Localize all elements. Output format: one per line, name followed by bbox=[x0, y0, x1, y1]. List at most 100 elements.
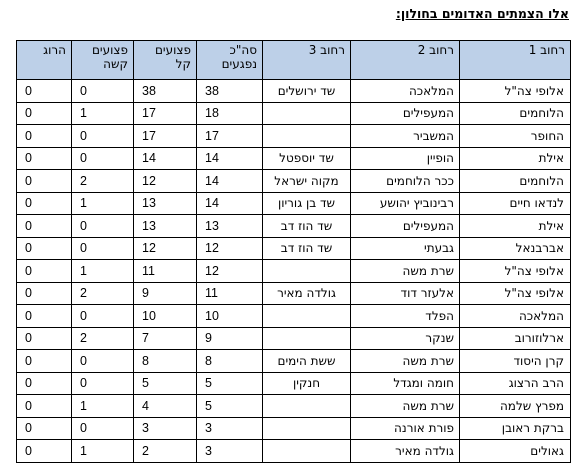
cell-street-3: מקוה ישראל bbox=[262, 169, 351, 193]
cell-street-2: פורת אורנה bbox=[350, 416, 460, 440]
cell-serious-injuries: 0 bbox=[71, 124, 134, 148]
table-row: הלוחמים המעפילים 18 17 1 0 bbox=[16, 101, 571, 125]
cell-serious-injuries: 0 bbox=[71, 371, 134, 395]
cell-street-1: אילת bbox=[459, 146, 571, 170]
table-row: גאולים גולדה מאיר 3 2 1 0 bbox=[16, 439, 571, 463]
cell-street-3: שד הוז דב bbox=[262, 236, 351, 260]
cell-total-casualties: 5 bbox=[196, 371, 263, 395]
cell-killed: 0 bbox=[16, 146, 72, 170]
cell-street-3 bbox=[262, 259, 351, 283]
cell-street-3: גולדה מאיר bbox=[262, 281, 351, 305]
cell-street-1: החופר bbox=[459, 124, 571, 148]
cell-street-2: ככר הלוחמים bbox=[350, 169, 460, 193]
cell-total-casualties: 38 bbox=[196, 79, 263, 103]
table-row: אלופי צה"ל המלאכה שד ירושלים 38 38 0 0 bbox=[16, 79, 571, 103]
cell-serious-injuries: 1 bbox=[71, 191, 134, 215]
cell-street-1: אלופי צה"ל bbox=[459, 281, 571, 305]
cell-serious-injuries: 0 bbox=[71, 146, 134, 170]
table-row: ברקת ראובן פורת אורנה 3 3 0 0 bbox=[16, 416, 571, 440]
cell-street-1: הלוחמים bbox=[459, 101, 571, 125]
cell-light-injuries: 9 bbox=[133, 281, 197, 305]
cell-light-injuries: 13 bbox=[133, 191, 197, 215]
cell-total-casualties: 3 bbox=[196, 416, 263, 440]
cell-serious-injuries: 2 bbox=[71, 169, 134, 193]
table-row: לנדאו חיים רבינוביץ יהושע שד בן גוריון 14 13… bbox=[16, 191, 571, 215]
cell-street-1: הלוחמים bbox=[459, 169, 571, 193]
table-row: אילת המעפילים שד הוז דב 13 13 0 0 bbox=[16, 214, 571, 238]
cell-street-3: ששת הימים bbox=[262, 349, 351, 373]
cell-killed: 0 bbox=[16, 259, 72, 283]
cell-street-2: גבעתי bbox=[350, 236, 460, 260]
cell-street-3 bbox=[262, 439, 351, 463]
cell-street-3 bbox=[262, 101, 351, 125]
table-row: אלופי צה"ל אלעזר דוד גולדה מאיר 11 9 2 0 bbox=[16, 281, 571, 305]
cell-street-2: שרת משה bbox=[350, 259, 460, 283]
cell-killed: 0 bbox=[16, 124, 72, 148]
cell-street-1: אילת bbox=[459, 214, 571, 238]
cell-serious-injuries: 2 bbox=[71, 281, 134, 305]
header-serious-injuries: פצועים קשה bbox=[71, 40, 134, 80]
cell-street-3 bbox=[262, 416, 351, 440]
cell-total-casualties: 14 bbox=[196, 191, 263, 215]
cell-street-2: חומה ומגדל bbox=[350, 371, 460, 395]
table-row: אילת הופיין שד יוספטל 14 14 0 0 bbox=[16, 146, 571, 170]
header-street-2: רחוב 2 bbox=[350, 40, 460, 80]
cell-street-3 bbox=[262, 326, 351, 350]
cell-serious-injuries: 0 bbox=[71, 349, 134, 373]
cell-light-injuries: 8 bbox=[133, 349, 197, 373]
cell-street-1: אברבנאל bbox=[459, 236, 571, 260]
table-row: אברבנאל גבעתי שד הוז דב 12 12 0 0 bbox=[16, 236, 571, 260]
cell-killed: 0 bbox=[16, 326, 72, 350]
cell-light-injuries: 14 bbox=[133, 146, 197, 170]
cell-street-1: גאולים bbox=[459, 439, 571, 463]
cell-serious-injuries: 1 bbox=[71, 439, 134, 463]
cell-light-injuries: 10 bbox=[133, 304, 197, 328]
cell-light-injuries: 3 bbox=[133, 416, 197, 440]
cell-killed: 0 bbox=[16, 79, 72, 103]
header-killed: הרוג bbox=[16, 40, 72, 80]
cell-serious-injuries: 0 bbox=[71, 304, 134, 328]
cell-light-injuries: 17 bbox=[133, 101, 197, 125]
cell-total-casualties: 12 bbox=[196, 236, 263, 260]
cell-street-1: מפרץ שלמה bbox=[459, 394, 571, 418]
cell-total-casualties: 8 bbox=[196, 349, 263, 373]
cell-killed: 0 bbox=[16, 439, 72, 463]
cell-street-1: לנדאו חיים bbox=[459, 191, 571, 215]
cell-street-2: המעפילים bbox=[350, 101, 460, 125]
cell-killed: 0 bbox=[16, 236, 72, 260]
table-row: אלופי צה"ל שרת משה 12 11 1 0 bbox=[16, 259, 571, 283]
cell-street-1: המלאכה bbox=[459, 304, 571, 328]
table-row: המלאכה הפלד 10 10 0 0 bbox=[16, 304, 571, 328]
cell-total-casualties: 13 bbox=[196, 214, 263, 238]
cell-light-injuries: 2 bbox=[133, 439, 197, 463]
table-row: מפרץ שלמה שרת משה 5 4 1 0 bbox=[16, 394, 571, 418]
cell-street-2: הפלד bbox=[350, 304, 460, 328]
cell-street-2: אלעזר דוד bbox=[350, 281, 460, 305]
cell-street-3: שד הוז דב bbox=[262, 214, 351, 238]
header-street-3: רחוב 3 bbox=[262, 40, 351, 80]
table-row: הלוחמים ככר הלוחמים מקוה ישראל 14 12 2 0 bbox=[16, 169, 571, 193]
cell-total-casualties: 12 bbox=[196, 259, 263, 283]
table-row: החופר המשביר 17 17 0 0 bbox=[16, 124, 571, 148]
table-header-row: רחוב 1 רחוב 2 רחוב 3 סה"כ נפגעים פצועים … bbox=[16, 40, 571, 80]
cell-street-2: גולדה מאיר bbox=[350, 439, 460, 463]
cell-light-injuries: 11 bbox=[133, 259, 197, 283]
cell-light-injuries: 7 bbox=[133, 326, 197, 350]
cell-light-injuries: 13 bbox=[133, 214, 197, 238]
cell-killed: 0 bbox=[16, 304, 72, 328]
cell-total-casualties: 10 bbox=[196, 304, 263, 328]
cell-total-casualties: 14 bbox=[196, 146, 263, 170]
cell-street-2: המעפילים bbox=[350, 214, 460, 238]
cell-street-1: קרן היסוד bbox=[459, 349, 571, 373]
header-street-1: רחוב 1 bbox=[459, 40, 571, 80]
cell-serious-injuries: 1 bbox=[71, 394, 134, 418]
cell-light-injuries: 5 bbox=[133, 371, 197, 395]
cell-killed: 0 bbox=[16, 101, 72, 125]
cell-serious-injuries: 1 bbox=[71, 259, 134, 283]
cell-serious-injuries: 0 bbox=[71, 236, 134, 260]
cell-killed: 0 bbox=[16, 169, 72, 193]
header-light-injuries: פצועים קל bbox=[133, 40, 197, 80]
cell-light-injuries: 17 bbox=[133, 124, 197, 148]
table-row: ארלוזורוב שנקר 9 7 2 0 bbox=[16, 326, 571, 350]
cell-total-casualties: 14 bbox=[196, 169, 263, 193]
